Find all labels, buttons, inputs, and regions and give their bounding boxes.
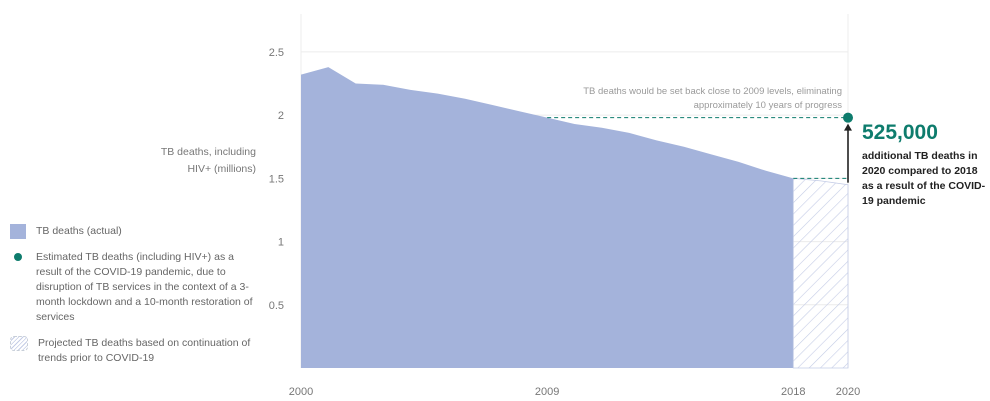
legend-swatch-actual [10,224,26,239]
y-tick-label: 1 [278,237,284,249]
x-tick-label: 2020 [836,386,860,398]
annotation-text: additional TB deaths in 2020 compared to… [862,150,986,207]
x-tick-label: 2000 [289,386,313,398]
legend-item-estimated: Estimated TB deaths (including HIV+) as … [10,250,260,325]
legend-label-estimated: Estimated TB deaths (including HIV+) as … [36,251,253,323]
x-tick-label: 2009 [535,386,559,398]
dot-icon [14,253,22,261]
y-tick-label: 2.5 [269,47,284,59]
y-axis-label: TB deaths, including HIV+ (millions) [160,146,256,175]
y-tick-label: 0.5 [269,300,284,312]
area-layer [301,67,849,369]
x-tick-labels: 2000 2009 2018 2020 [289,386,860,398]
estimated-point [843,112,853,123]
reference-lines [547,117,848,179]
y-tick-label: 1.5 [269,173,284,185]
legend-item-actual: TB deaths (actual) [10,224,260,239]
area-projected [792,177,849,369]
x-tick-label: 2018 [781,386,805,398]
area-actual [301,67,794,368]
y-tick-label: 2 [278,110,284,122]
legend-label-actual: TB deaths (actual) [36,225,122,237]
legend-label-projected: Projected TB deaths based on continuatio… [38,337,251,364]
legend-item-projected: Projected TB deaths based on continuatio… [10,336,260,366]
arrow-up-icon [844,123,852,131]
legend-swatch-projected [10,336,28,351]
annotation-note: TB deaths would be set back close to 200… [583,86,842,111]
marks [843,112,853,183]
y-tick-labels: 0.5 1 1.5 2 2.5 [269,47,284,312]
annotation-value: 525,000 [862,121,938,144]
legend: TB deaths (actual) Estimated TB deaths (… [10,224,260,377]
legend-swatch-estimated [10,250,26,268]
